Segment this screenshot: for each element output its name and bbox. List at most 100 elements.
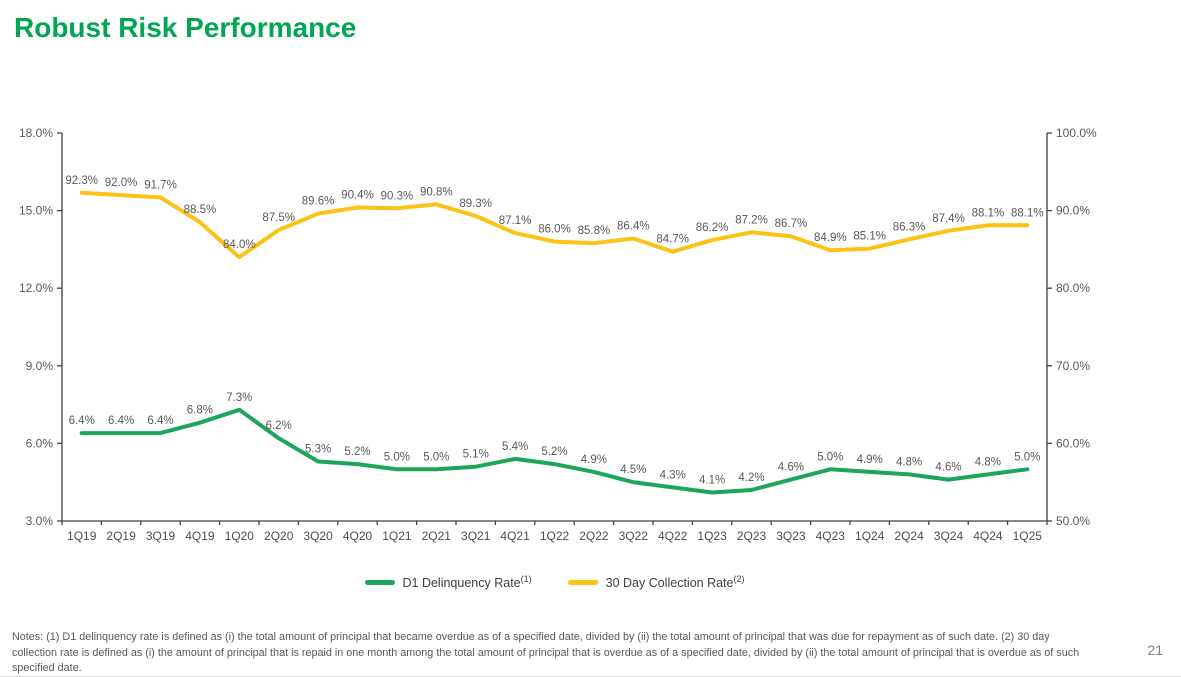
x-axis-category-label: 3Q21 [461, 529, 491, 543]
right-axis-tick-label: 80.0% [1056, 281, 1090, 295]
data-point-label: 90.4% [341, 190, 374, 202]
data-point-label: 84.7% [656, 234, 689, 246]
x-axis-category-label: 2Q20 [264, 529, 294, 543]
data-point-label: 6.4% [69, 415, 95, 427]
page-title: Robust Risk Performance [14, 12, 357, 43]
left-axis-tick-label: 12.0% [19, 281, 53, 295]
data-point-label: 5.0% [423, 451, 449, 463]
data-point-label: 5.2% [541, 446, 567, 458]
data-point-label: 5.4% [502, 441, 528, 453]
data-point-label: 92.3% [65, 175, 98, 187]
data-point-label: 89.6% [302, 196, 335, 208]
right-axis-tick-label: 50.0% [1056, 514, 1090, 528]
data-point-label: 86.2% [696, 222, 729, 234]
x-axis-category-label: 3Q19 [146, 529, 176, 543]
left-axis-tick-label: 15.0% [19, 204, 53, 218]
data-point-label: 5.0% [1014, 451, 1040, 463]
legend-item-delinquency-rate: D1 Delinquency Rate(1) [364, 574, 532, 591]
data-point-label: 5.2% [344, 446, 370, 458]
data-point-label: 6.8% [187, 405, 213, 417]
data-point-label: 91.7% [144, 179, 177, 191]
data-point-label: 4.1% [699, 475, 725, 487]
x-axis-category-label: 3Q20 [303, 529, 333, 543]
data-point-label: 4.8% [975, 456, 1001, 468]
data-point-label: 86.4% [617, 221, 650, 233]
x-axis-category-label: 2Q22 [579, 529, 609, 543]
x-axis-category-label: 2Q23 [737, 529, 767, 543]
x-axis-category-label: 2Q21 [422, 529, 452, 543]
data-point-label: 4.3% [660, 469, 686, 481]
data-point-label: 4.6% [935, 462, 961, 474]
data-point-label: 86.3% [893, 221, 926, 233]
data-point-label: 5.1% [463, 449, 489, 461]
data-point-label: 5.3% [305, 444, 331, 456]
series-line-right [79, 190, 1030, 260]
data-point-label: 84.0% [223, 239, 256, 251]
data-point-label: 88.5% [184, 204, 217, 216]
delinquency-line-swatch-icon [364, 579, 395, 585]
left-axis-tick-label: 18.0% [19, 126, 53, 140]
x-axis-category-label: 1Q23 [697, 529, 727, 543]
x-axis-category-label: 2Q24 [894, 529, 924, 543]
data-point-label: 87.2% [735, 214, 768, 226]
x-axis-category-label: 4Q21 [500, 529, 530, 543]
data-point-label: 4.6% [778, 462, 804, 474]
data-point-label: 4.8% [896, 456, 922, 468]
data-point-label: 4.5% [620, 464, 646, 476]
data-point-label: 4.9% [857, 454, 883, 466]
legend-label-delinquency: D1 Delinquency Rate(1) [402, 574, 532, 591]
footnotes: Notes: (1) D1 delinquency rate is define… [12, 631, 1080, 675]
data-point-label: 87.4% [932, 213, 965, 225]
legend-item-collection-rate: 30 Day Collection Rate(2) [567, 574, 745, 591]
data-point-label: 85.1% [853, 231, 886, 243]
left-axis-tick-label: 3.0% [26, 514, 54, 528]
x-axis-category-label: 1Q21 [382, 529, 412, 543]
right-axis-tick-label: 100.0% [1056, 126, 1097, 140]
data-point-label: 87.1% [499, 215, 532, 227]
data-point-label: 85.8% [578, 225, 611, 237]
data-point-label: 90.3% [381, 190, 414, 202]
x-axis-category-label: 1Q22 [540, 529, 570, 543]
collection-line-swatch-icon [567, 579, 598, 585]
page-number: 21 [1147, 642, 1163, 658]
data-point-label: 87.5% [262, 212, 295, 224]
right-axis-tick-label: 60.0% [1056, 436, 1090, 450]
x-axis-category-label: 1Q20 [225, 529, 255, 543]
x-axis-category-label: 4Q19 [185, 529, 215, 543]
data-point-label: 86.0% [538, 224, 571, 236]
data-point-label: 92.0% [105, 177, 138, 189]
right-axis-tick-label: 90.0% [1056, 204, 1090, 218]
data-point-label: 6.2% [266, 420, 292, 432]
x-axis-category-label: 1Q24 [855, 529, 885, 543]
data-point-label: 4.9% [581, 454, 607, 466]
x-axis-category-label: 1Q19 [67, 529, 97, 543]
x-axis-category-label: 1Q25 [1013, 529, 1043, 543]
x-axis-category-label: 4Q24 [973, 529, 1003, 543]
x-axis-category-label: 3Q24 [934, 529, 964, 543]
series-line-left [79, 407, 1030, 495]
x-axis-category-label: 4Q20 [343, 529, 373, 543]
data-point-label: 88.1% [1011, 207, 1044, 219]
legend-label-collection: 30 Day Collection Rate(2) [605, 574, 745, 591]
left-axis-tick-label: 6.0% [26, 436, 54, 450]
x-axis-category-label: 3Q23 [776, 529, 806, 543]
chart-legend: D1 Delinquency Rate(1) 30 Day Collection… [0, 574, 1109, 590]
data-point-label: 4.2% [738, 472, 764, 484]
data-point-label: 7.3% [226, 392, 252, 404]
left-axis-tick-label: 9.0% [26, 359, 54, 373]
x-axis-category-label: 3Q22 [619, 529, 649, 543]
data-point-label: 89.3% [459, 198, 492, 210]
data-point-label: 5.0% [384, 451, 410, 463]
data-point-label: 86.7% [775, 218, 808, 230]
x-axis-category-label: 2Q19 [106, 529, 136, 543]
data-point-label: 5.0% [817, 451, 843, 463]
data-point-label: 90.8% [420, 186, 453, 198]
data-point-label: 88.1% [972, 207, 1005, 219]
data-point-label: 6.4% [108, 415, 134, 427]
x-axis-category-label: 4Q23 [816, 529, 846, 543]
data-point-label: 6.4% [147, 415, 173, 427]
data-point-label: 84.9% [814, 232, 847, 244]
x-axis-category-label: 4Q22 [658, 529, 688, 543]
right-axis-tick-label: 70.0% [1056, 359, 1090, 373]
